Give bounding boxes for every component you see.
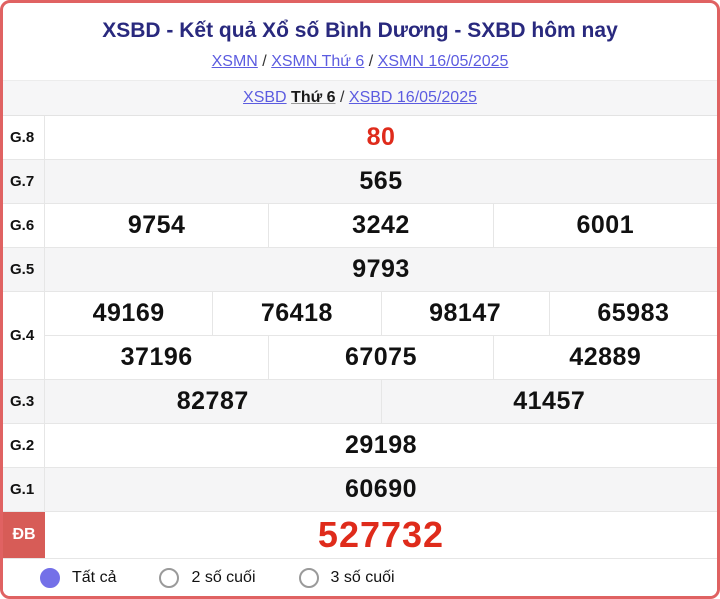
prize-row-g8: G.8 80	[3, 116, 717, 160]
prize-values: 29198	[45, 424, 717, 467]
prize-line: 37196 67075 42889	[45, 335, 717, 379]
filter-option-label: 3 số cuối	[330, 568, 395, 586]
breadcrumb-separator: /	[262, 53, 267, 70]
prize-values: 49169 76418 98147 65983 37196 67075 42889	[45, 292, 717, 379]
prize-values: 527732	[45, 512, 717, 558]
breadcrumb-link-xsmn[interactable]: XSMN	[211, 53, 258, 70]
breadcrumb-separator: /	[368, 53, 374, 70]
filter-option-2-digits[interactable]: 2 số cuối	[159, 567, 256, 588]
prize-label: ĐB	[3, 512, 45, 558]
prize-number: 49169	[92, 299, 165, 327]
prize-number: 98147	[380, 292, 549, 335]
prize-line: 60690	[45, 468, 717, 511]
prize-line: 565	[45, 160, 717, 203]
page-title: XSBD - Kết quả Xổ số Bình Dương - SXBD h…	[102, 19, 618, 42]
prize-row-g4: G.4 49169 76418 98147 65983 37196 67075 42889	[3, 292, 717, 380]
prize-line: 49169 76418 98147 65983	[45, 292, 717, 335]
breadcrumb-link-xsbd-date[interactable]: XSBD 16/05/2025	[348, 89, 477, 106]
prize-number: 6001	[492, 204, 717, 247]
filter-option-all[interactable]: Tất cả	[40, 567, 117, 588]
prize-number: 82787	[176, 387, 249, 415]
prize-line: 9754 3242 6001	[45, 204, 717, 247]
prize-line: 9793	[45, 248, 717, 291]
prize-number: 67075	[268, 336, 492, 379]
prize-number: 3242	[268, 204, 492, 247]
prize-label: G.2	[3, 424, 45, 467]
radio-unselected-icon[interactable]	[298, 567, 319, 588]
breadcrumb-day-label: Thứ 6	[291, 89, 336, 106]
radio-unselected-icon[interactable]	[159, 567, 180, 588]
prize-values: 565	[45, 160, 717, 203]
breadcrumb-separator: /	[339, 89, 345, 106]
prize-number: 37196	[120, 343, 193, 371]
filter-option-label: 2 số cuối	[191, 568, 256, 586]
prize-line: 80	[45, 116, 717, 159]
radio-selected-icon[interactable]	[40, 567, 60, 588]
prize-row-g7: G.7 565	[3, 160, 717, 204]
prize-values: 80	[45, 116, 717, 159]
results-table: G.8 80 G.7 565 G.6 9754 3242 6001 G.5 9793 G.4 4916…	[3, 116, 717, 559]
prize-row-g1: G.1 60690	[3, 468, 717, 512]
prize-line: 82787 41457	[45, 380, 717, 423]
filter-bar: Tất cả 2 số cuối 3 số cuối	[3, 559, 717, 596]
filter-option-3-digits[interactable]: 3 số cuối	[298, 567, 395, 588]
prize-number: 60690	[344, 475, 418, 503]
prize-label: G.8	[3, 116, 45, 159]
prize-number: 565	[359, 167, 403, 195]
prize-line: 29198	[45, 424, 717, 467]
prize-label: G.6	[3, 204, 45, 247]
prize-number: 527732	[317, 514, 445, 555]
prize-number: 9793	[352, 255, 410, 283]
prize-label: G.5	[3, 248, 45, 291]
prize-number: 65983	[548, 292, 717, 335]
prize-row-db: ĐB 527732	[3, 512, 717, 559]
breadcrumb-link-xsmn-thu6[interactable]: XSMN Thứ 6	[271, 53, 365, 70]
prize-label: G.3	[3, 380, 45, 423]
prize-number: 42889	[492, 336, 717, 379]
prize-number: 9754	[127, 211, 186, 239]
breadcrumb: XSMN / XSMN Thứ 6 / XSMN 16/05/2025	[3, 48, 717, 80]
prize-values: 9793	[45, 248, 717, 291]
breadcrumb-link-xsmn-date[interactable]: XSMN 16/05/2025	[377, 53, 509, 70]
prize-label: G.7	[3, 160, 45, 203]
filter-option-label: Tất cả	[72, 568, 117, 586]
breadcrumb-secondary: XSBD Thứ 6 / XSBD 16/05/2025	[3, 80, 717, 116]
prize-values: 60690	[45, 468, 717, 511]
prize-row-g2: G.2 29198	[3, 424, 717, 468]
prize-label: G.4	[3, 292, 45, 379]
prize-values: 9754 3242 6001	[45, 204, 717, 247]
prize-row-g3: G.3 82787 41457	[3, 380, 717, 424]
prize-label: G.1	[3, 468, 45, 511]
prize-number: 41457	[380, 380, 718, 423]
prize-line: 527732	[45, 512, 717, 558]
breadcrumb-link-xsbd[interactable]: XSBD	[243, 89, 287, 106]
prize-row-g5: G.5 9793	[3, 248, 717, 292]
prize-number: 76418	[212, 292, 380, 335]
prize-row-g6: G.6 9754 3242 6001	[3, 204, 717, 248]
prize-values: 82787 41457	[45, 380, 717, 423]
prize-number: 29198	[344, 431, 418, 459]
prize-number: 80	[366, 123, 396, 151]
